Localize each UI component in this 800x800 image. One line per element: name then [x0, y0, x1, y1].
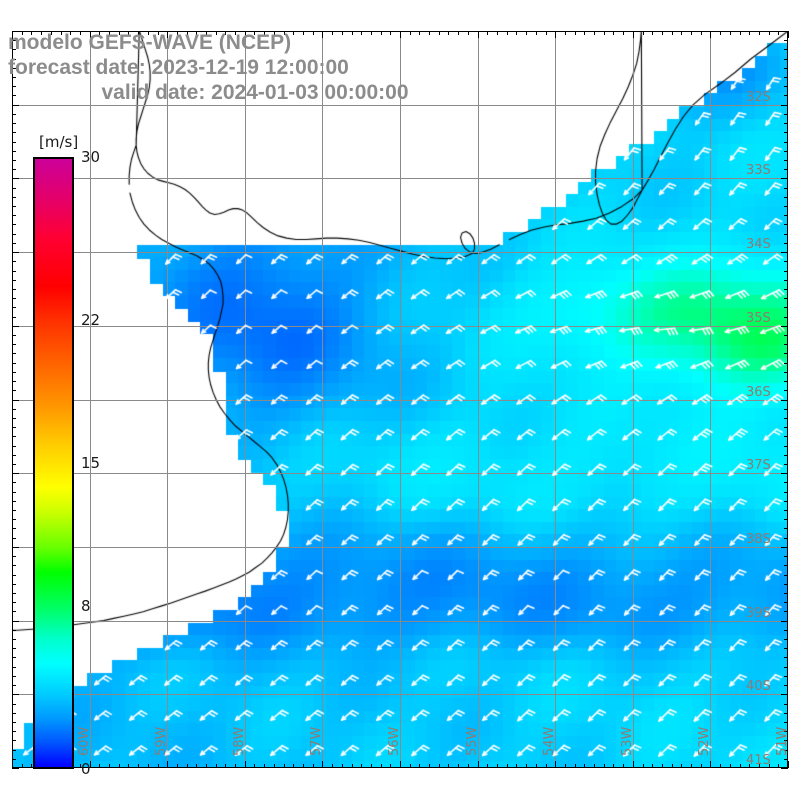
colorbar-gradient — [33, 157, 74, 769]
longitude-label: 51W — [775, 726, 790, 756]
tick-mark — [781, 768, 788, 769]
latitude-label: 41S — [746, 753, 771, 768]
colorbar-tick-label: 30 — [81, 148, 101, 166]
longitude-label: 54W — [542, 726, 558, 756]
longitude-label: 56W — [387, 726, 402, 756]
longitude-label: 52W — [697, 726, 713, 756]
wind-vector-layer — [12, 31, 788, 768]
longitude-label: 60W — [76, 726, 92, 756]
latitude-label: 40S — [746, 679, 771, 695]
colorbar-tick-label: 15 — [81, 454, 101, 472]
latitude-label: 39S — [746, 605, 771, 621]
latitude-label: 36S — [746, 384, 771, 400]
longitude-label: 59W — [154, 726, 170, 756]
colorbar-tick-label: 0 — [81, 760, 91, 778]
latitude-label: 38S — [746, 531, 771, 547]
latitude-label: 32S — [746, 89, 771, 105]
longitude-label: 53W — [619, 726, 635, 756]
map-plot-area — [12, 31, 788, 768]
longitude-label: 55W — [464, 726, 480, 756]
colorbar-unit-label: [m/s] — [39, 133, 79, 151]
colorbar-tick-label: 8 — [81, 596, 91, 615]
longitude-label: 57W — [309, 726, 325, 756]
tick-mark — [788, 31, 789, 38]
latitude-label: 35S — [746, 310, 771, 326]
tick-mark — [788, 761, 789, 768]
latitude-label: 37S — [746, 458, 771, 474]
longitude-label: 58W — [231, 726, 247, 756]
colorbar-tick-label: 22 — [81, 311, 101, 330]
tick-mark — [12, 768, 19, 769]
latitude-label: 34S — [746, 237, 771, 253]
latitude-label: 33S — [746, 163, 771, 179]
